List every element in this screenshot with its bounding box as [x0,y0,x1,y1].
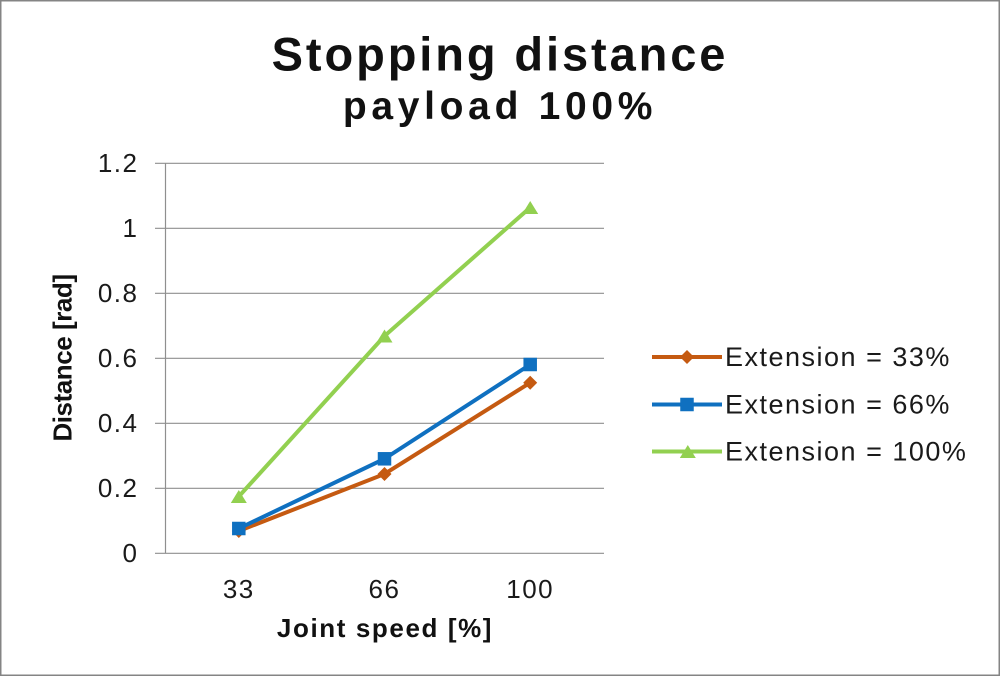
svg-text:payload 100%: payload 100% [343,85,657,128]
svg-text:0.4: 0.4 [98,408,139,438]
svg-text:66: 66 [369,574,401,604]
svg-text:100: 100 [506,574,554,604]
svg-text:1.2: 1.2 [98,148,139,178]
svg-text:0.8: 0.8 [98,278,139,308]
svg-text:Joint speed [%]: Joint speed [%] [277,613,493,643]
svg-text:Extension = 100%: Extension = 100% [725,437,967,467]
svg-text:0.6: 0.6 [98,343,139,373]
svg-text:Distance [rad]: Distance [rad] [48,274,78,441]
svg-text:0.2: 0.2 [98,473,139,503]
svg-text:33: 33 [223,574,255,604]
svg-text:1: 1 [123,213,139,243]
svg-text:Extension = 66%: Extension = 66% [725,390,951,420]
svg-text:Extension = 33%: Extension = 33% [725,342,951,372]
svg-text:0: 0 [123,538,139,568]
svg-text:Stopping distance: Stopping distance [272,28,729,81]
